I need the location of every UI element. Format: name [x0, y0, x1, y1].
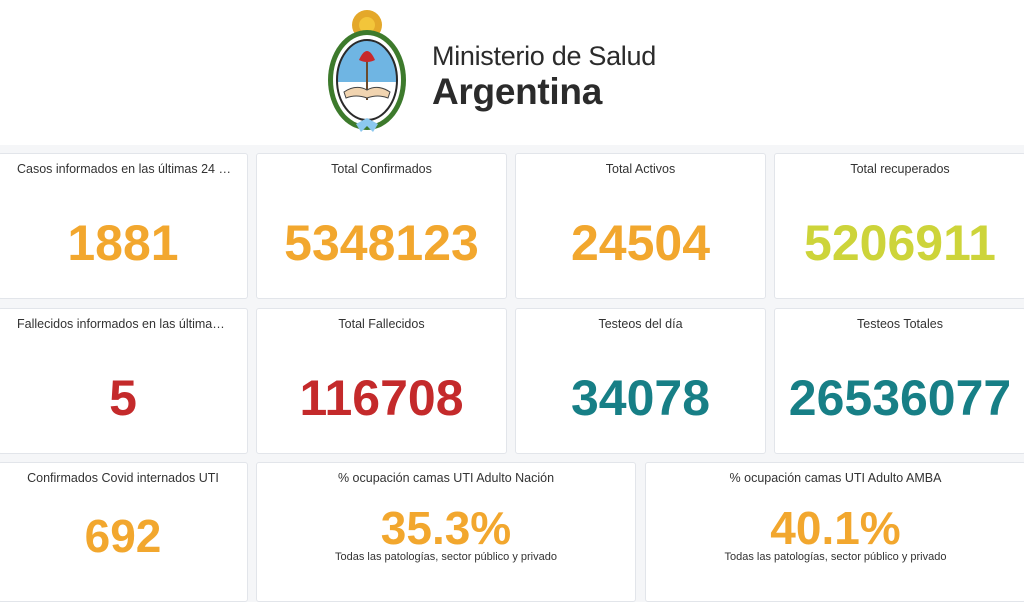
- card-ocupacion-nacion: % ocupación camas UTI Adulto Nación 35.3…: [256, 462, 636, 602]
- card-value: 5206911: [804, 215, 996, 271]
- card-testeos-dia: Testeos del día 34078: [515, 308, 766, 454]
- card-total-recuperados: Total recuperados 5206911: [774, 153, 1024, 299]
- country-name: Argentina: [432, 71, 602, 112]
- card-title: Total recuperados: [850, 162, 950, 176]
- card-value: 34078: [570, 370, 711, 426]
- card-title: % ocupación camas UTI Adulto AMBA: [729, 471, 942, 485]
- card-total-confirmados: Total Confirmados 5348123: [256, 153, 507, 299]
- card-title: Total Confirmados: [331, 162, 432, 176]
- card-subtitle: Todas las patologías, sector público y p…: [335, 551, 557, 563]
- card-value: 5: [109, 370, 137, 426]
- card-internados-uti: Confirmados Covid internados UTI 692: [0, 462, 248, 602]
- card-title: Fallecidos informados en las última…: [17, 317, 225, 331]
- card-value: 24504: [570, 215, 711, 271]
- header: Ministerio de Salud Argentina: [0, 0, 1024, 145]
- card-testeos-totales: Testeos Totales 26536077: [774, 308, 1024, 454]
- card-title: Confirmados Covid internados UTI: [27, 471, 219, 485]
- card-title: Total Activos: [605, 162, 676, 176]
- card-total-fallecidos: Total Fallecidos 116708: [256, 308, 507, 454]
- card-casos-24h: Casos informados en las últimas 24 … 188…: [0, 153, 248, 299]
- card-value: 5348123: [284, 215, 479, 271]
- coat-of-arms-icon: [328, 10, 406, 132]
- card-total-activos: Total Activos 24504: [515, 153, 766, 299]
- card-title: Total Fallecidos: [338, 317, 425, 331]
- card-value: 692: [84, 510, 162, 562]
- card-fallecidos-24h: Fallecidos informados en las última… 5: [0, 308, 248, 454]
- card-value: 40.1%: [770, 502, 901, 554]
- card-subtitle: Todas las patologías, sector público y p…: [724, 551, 947, 563]
- brand: Ministerio de Salud Argentina: [432, 40, 656, 112]
- card-ocupacion-amba: % ocupación camas UTI Adulto AMBA 40.1% …: [645, 462, 1024, 602]
- card-value: 1881: [67, 215, 179, 271]
- card-value: 35.3%: [380, 502, 512, 554]
- card-value: 116708: [299, 370, 464, 426]
- card-title: Testeos del día: [598, 317, 683, 331]
- card-title: Testeos Totales: [857, 317, 943, 331]
- card-value: 26536077: [788, 370, 1012, 426]
- card-title: Casos informados en las últimas 24 …: [17, 162, 231, 176]
- ministry-name: Ministerio de Salud: [432, 41, 656, 71]
- card-title: % ocupación camas UTI Adulto Nación: [337, 471, 555, 485]
